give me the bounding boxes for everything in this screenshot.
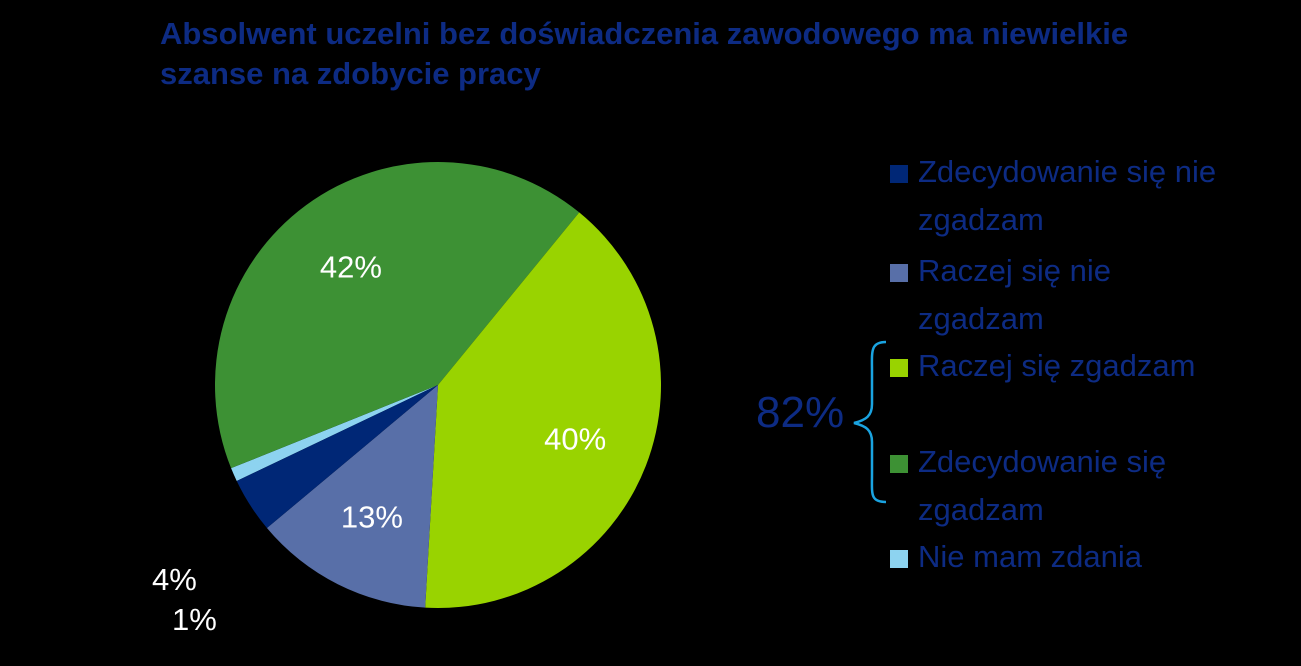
- legend-swatch: [890, 550, 908, 568]
- slice-label-zdecydowanie-nie: 4%: [152, 562, 197, 597]
- legend-label: Zdecydowanie się nie zgadzam: [918, 154, 1217, 237]
- legend-label: Raczej się zgadzam: [918, 348, 1196, 383]
- legend-label: Nie mam zdania: [918, 539, 1142, 574]
- slice-zdecydowanie-nie: [236, 385, 438, 529]
- slice-raczej-tak: [425, 212, 662, 609]
- slice-label-nie-mam-zdania: 1%: [172, 602, 217, 637]
- slice-raczej-nie: [266, 385, 438, 608]
- slice-zdecydowanie-tak-label: 42%: [320, 249, 382, 284]
- slice-raczej-tak-label: 40%: [544, 421, 606, 456]
- legend-label: Raczej się nie zgadzam: [918, 253, 1111, 336]
- legend-swatch: [890, 165, 908, 183]
- legend-swatch: [890, 264, 908, 282]
- legend-swatch: [890, 359, 908, 377]
- slice-nie-mam-zdania: [231, 385, 438, 482]
- chart-title: Absolwent uczelni bez doświadczenia zawo…: [160, 16, 1129, 91]
- bracket-82-percent: [853, 340, 887, 504]
- bracket-total-label: 82%: [756, 388, 845, 437]
- legend-label: Zdecydowanie się zgadzam: [918, 444, 1167, 527]
- legend-swatch: [890, 455, 908, 473]
- slice-zdecydowanie-tak: [214, 161, 580, 469]
- slice-raczej-nie-label: 13%: [341, 499, 403, 534]
